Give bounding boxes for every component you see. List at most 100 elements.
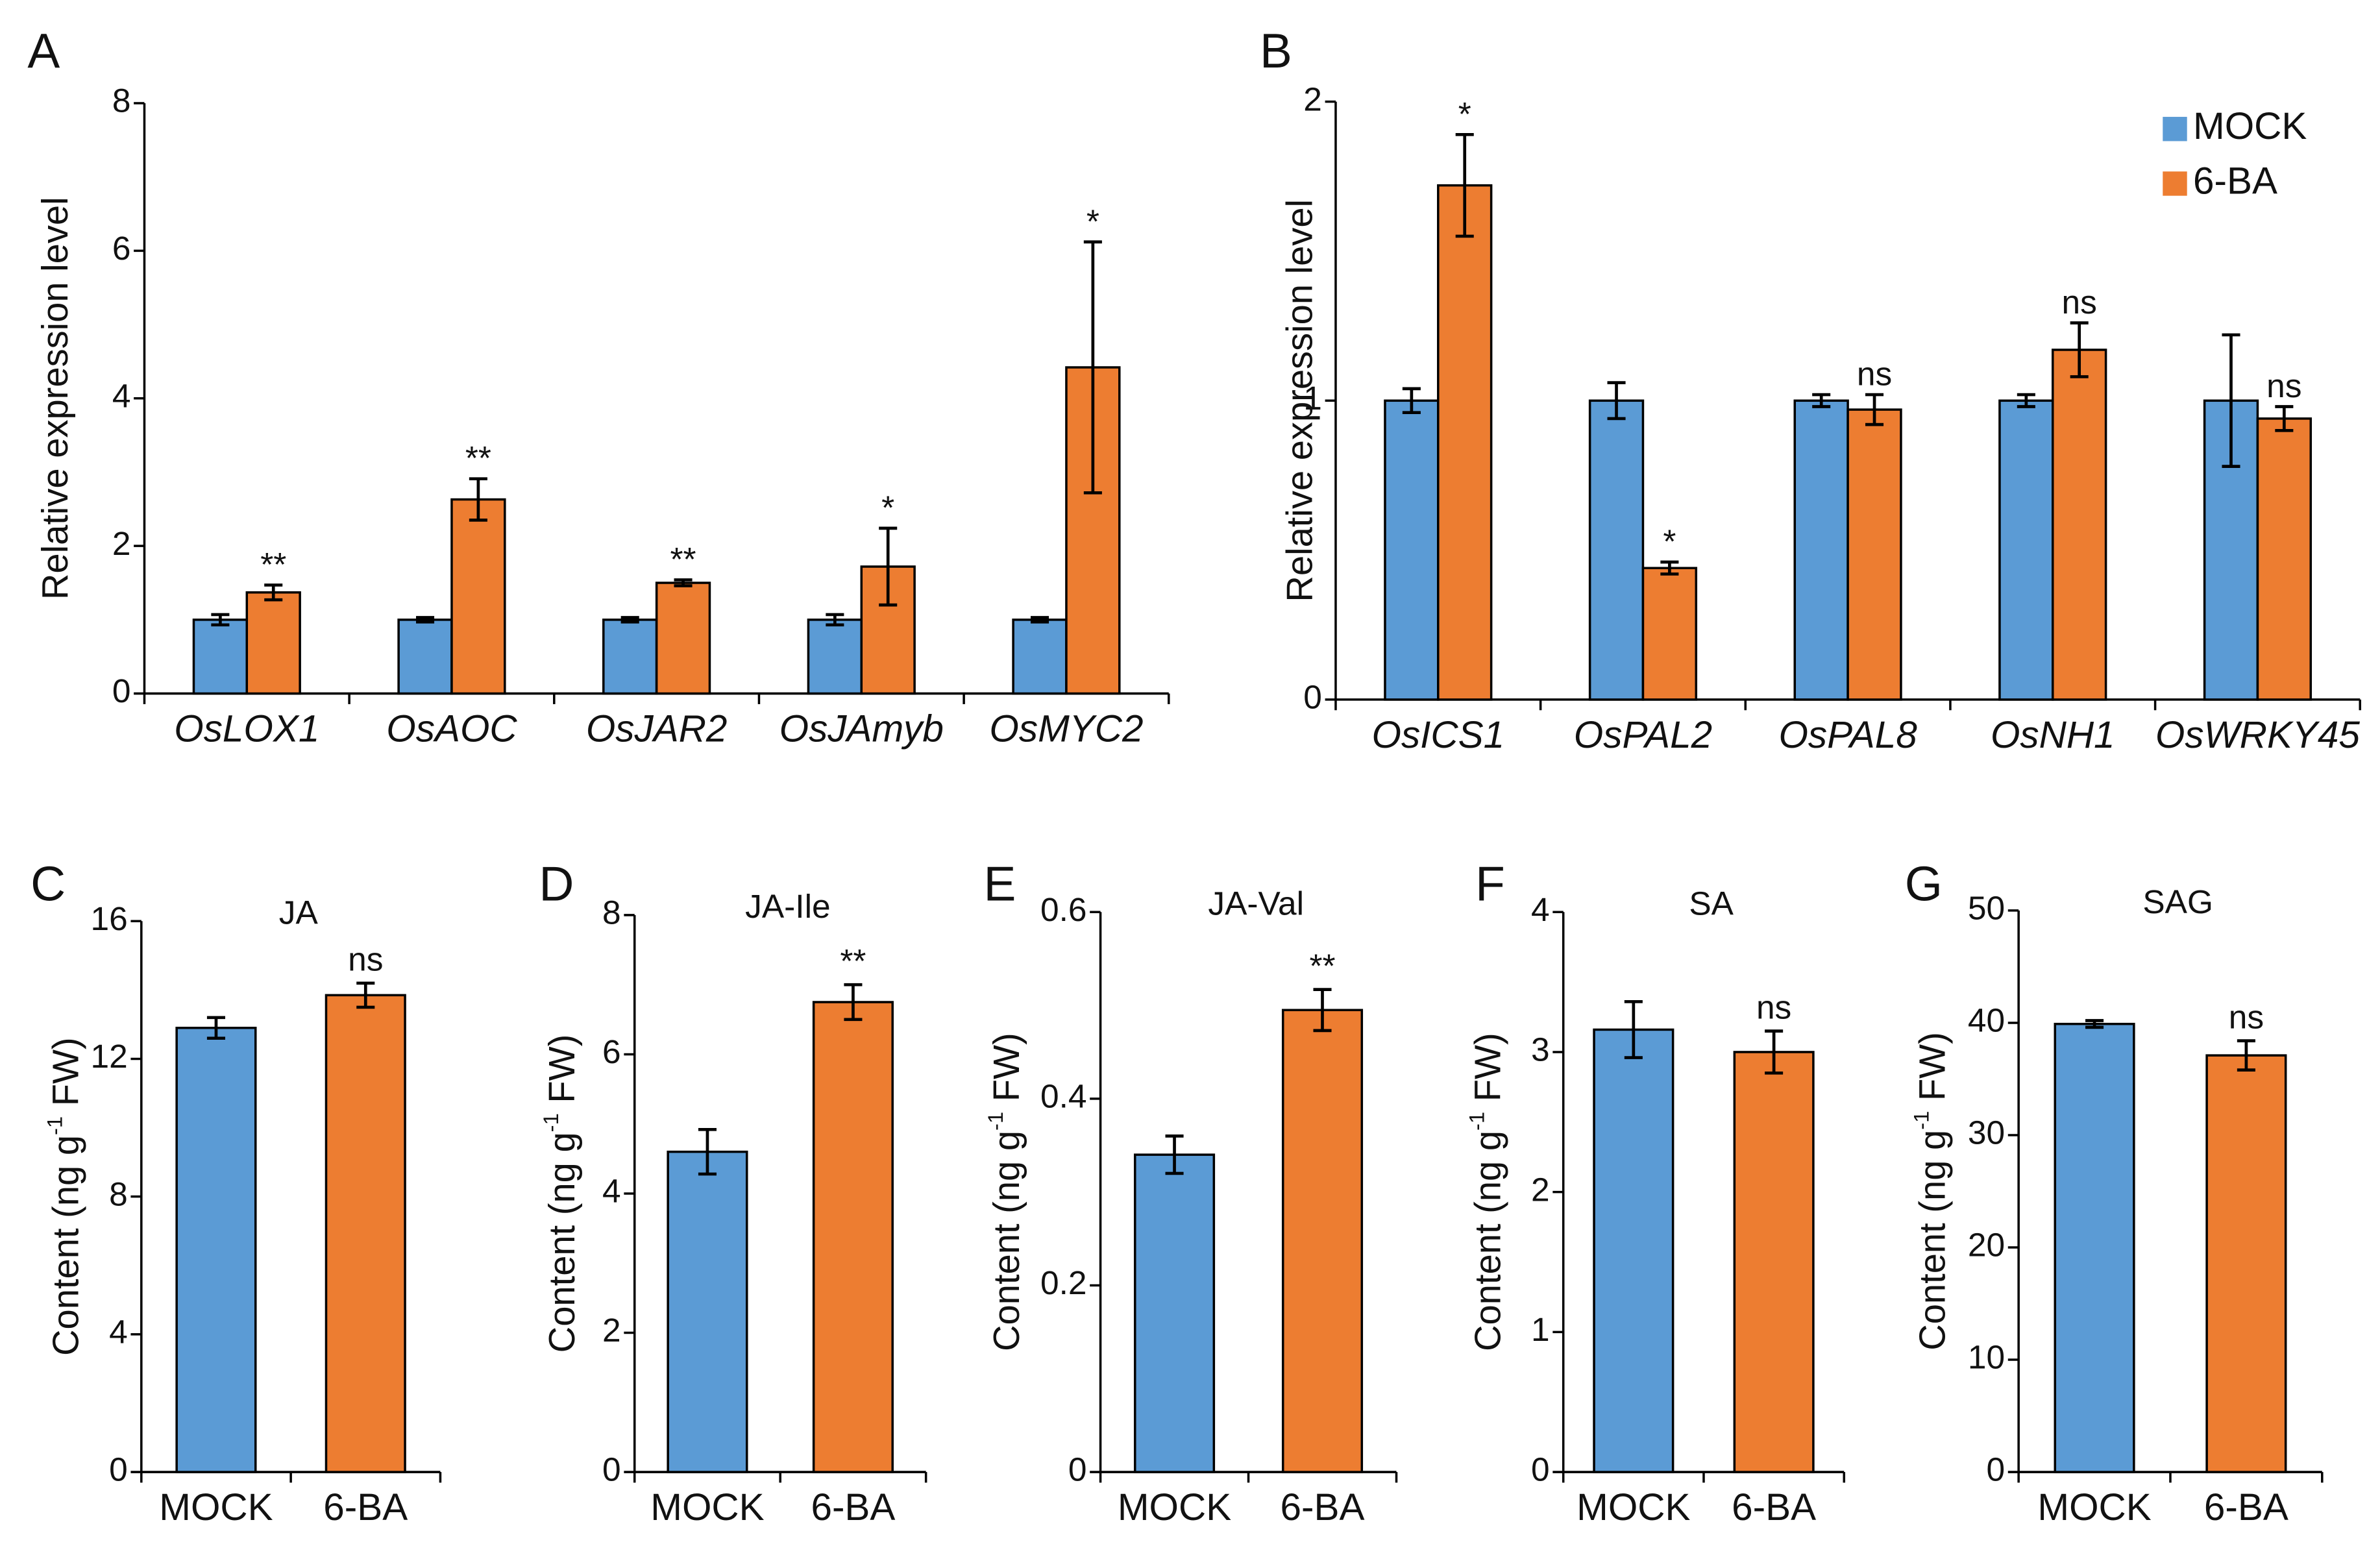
significance-label: ns: [2229, 998, 2264, 1035]
error-bar: [1812, 393, 1831, 408]
bar: [2205, 1054, 2287, 1473]
y-tick-label: 0.4: [1040, 1077, 1087, 1114]
y-axis-label-part: FW): [1911, 1032, 1952, 1111]
y-tick-label: 6: [112, 229, 131, 267]
error-bar: [1402, 387, 1421, 415]
error-bar: [826, 613, 844, 627]
x-tick-label: 6-BA: [1732, 1486, 1816, 1528]
error-bar: [1624, 999, 1643, 1059]
bar: [325, 994, 406, 1473]
y-axis-label-part: -1: [539, 1113, 563, 1132]
y-axis-label: Content (ng g-1 FW): [539, 1035, 582, 1353]
y-axis-label-part: -1: [1465, 1112, 1489, 1131]
error-bar: [1865, 393, 1884, 426]
y-axis-label-part: -1: [983, 1112, 1007, 1131]
x-tick-label: 6-BA: [1281, 1486, 1365, 1528]
x-tick-label: OsPAL8: [1778, 714, 1917, 756]
x-tick-label: 6-BA: [323, 1486, 408, 1528]
y-tick-label: 4: [602, 1172, 621, 1210]
significance-label: **: [465, 439, 491, 476]
significance-label: **: [260, 545, 286, 583]
legend-swatch: [2163, 117, 2187, 141]
y-tick-label: 8: [112, 82, 131, 119]
x-tick-label: OsPAL2: [1574, 714, 1712, 756]
error-bar: [698, 1127, 717, 1176]
y-axis-label-part: Content (ng g: [541, 1132, 582, 1353]
y-tick-label: 10: [1968, 1338, 2005, 1376]
bar: [1846, 408, 1902, 701]
chart-title: JA: [279, 894, 319, 931]
chart-title: JA-Val: [1208, 885, 1304, 922]
x-tick-label: OsMYC2: [989, 707, 1143, 750]
significance-label: *: [881, 488, 894, 526]
error-bar: [206, 1016, 225, 1040]
bar: [450, 498, 506, 695]
x-tick-label: OsNH1: [1991, 714, 2115, 756]
legend-label: MOCK: [2193, 105, 2307, 147]
error-bar: [264, 583, 283, 602]
y-tick-label: 8: [109, 1175, 128, 1212]
x-tick-label: MOCK: [2037, 1486, 2151, 1528]
error-bar: [1660, 560, 1679, 576]
error-bar: [1165, 1134, 1184, 1175]
bar: [1133, 1153, 1216, 1473]
bar: [812, 1001, 894, 1473]
y-tick-label: 0: [1531, 1451, 1550, 1488]
bar: [1593, 1028, 1675, 1473]
chart-title: JA-Ile: [745, 887, 830, 925]
bar: [1437, 184, 1493, 701]
y-tick-label: 40: [1968, 1001, 2005, 1039]
bar: [175, 1026, 257, 1473]
y-axis-label: Content (ng g-1 FW): [43, 1037, 86, 1356]
x-tick-label: MOCK: [1118, 1486, 1231, 1528]
significance-label: **: [1309, 946, 1335, 984]
y-tick-label: 2: [112, 524, 131, 562]
bar: [2256, 417, 2313, 701]
y-tick-label: 4: [1531, 890, 1550, 928]
panel-letter: E: [984, 857, 1016, 911]
significance-label: *: [1458, 95, 1471, 132]
significance-label: *: [1663, 522, 1676, 560]
error-bar: [2237, 1039, 2255, 1072]
error-bar: [2275, 405, 2294, 432]
x-tick-label: OsWRKY45: [2155, 714, 2360, 756]
bar: [1384, 399, 1440, 701]
y-tick-label: 4: [112, 376, 131, 414]
bar: [2054, 1022, 2135, 1473]
y-axis-label-part: Content (ng g: [1911, 1130, 1952, 1351]
significance-label: ns: [348, 940, 383, 978]
panel-letter: A: [27, 23, 60, 78]
bar: [1793, 399, 1849, 701]
y-axis-label-part: -1: [43, 1116, 67, 1135]
y-axis-label: Relative expression level: [1279, 199, 1319, 602]
y-tick-label: 0: [1068, 1451, 1087, 1488]
bar: [1641, 567, 1698, 701]
x-tick-label: OsAOC: [386, 707, 517, 750]
y-axis-label: Content (ng g-1 FW): [1465, 1033, 1508, 1351]
error-bar: [1030, 616, 1049, 624]
y-axis-label-part: FW): [1467, 1033, 1508, 1112]
y-axis-label-part: FW): [986, 1033, 1027, 1112]
y-tick-label: 2: [602, 1311, 621, 1349]
legend-label: 6-BA: [2193, 160, 2277, 202]
significance-label: *: [1086, 202, 1099, 239]
y-axis-label-part: -1: [1909, 1111, 1933, 1130]
x-tick-label: OsLOX1: [174, 707, 319, 750]
error-bar: [844, 983, 863, 1022]
y-axis-label: Content (ng g-1 FW): [1909, 1032, 1953, 1351]
y-tick-label: 0: [112, 672, 131, 709]
y-tick-label: 3: [1531, 1031, 1550, 1068]
bar: [192, 619, 249, 695]
error-bar: [1455, 132, 1474, 238]
bar: [655, 582, 711, 695]
y-tick-label: 20: [1968, 1226, 2005, 1264]
y-tick-label: 1: [1531, 1310, 1550, 1348]
y-axis-label-part: Content (ng g: [986, 1131, 1027, 1351]
significance-label: ns: [2266, 367, 2301, 404]
bar: [1588, 399, 1645, 701]
error-bar: [1765, 1029, 1784, 1075]
error-bar: [356, 981, 375, 1009]
y-tick-label: 0: [1987, 1451, 2006, 1488]
y-tick-label: 12: [91, 1037, 128, 1075]
y-axis-label-part: Content (ng g: [45, 1135, 86, 1356]
